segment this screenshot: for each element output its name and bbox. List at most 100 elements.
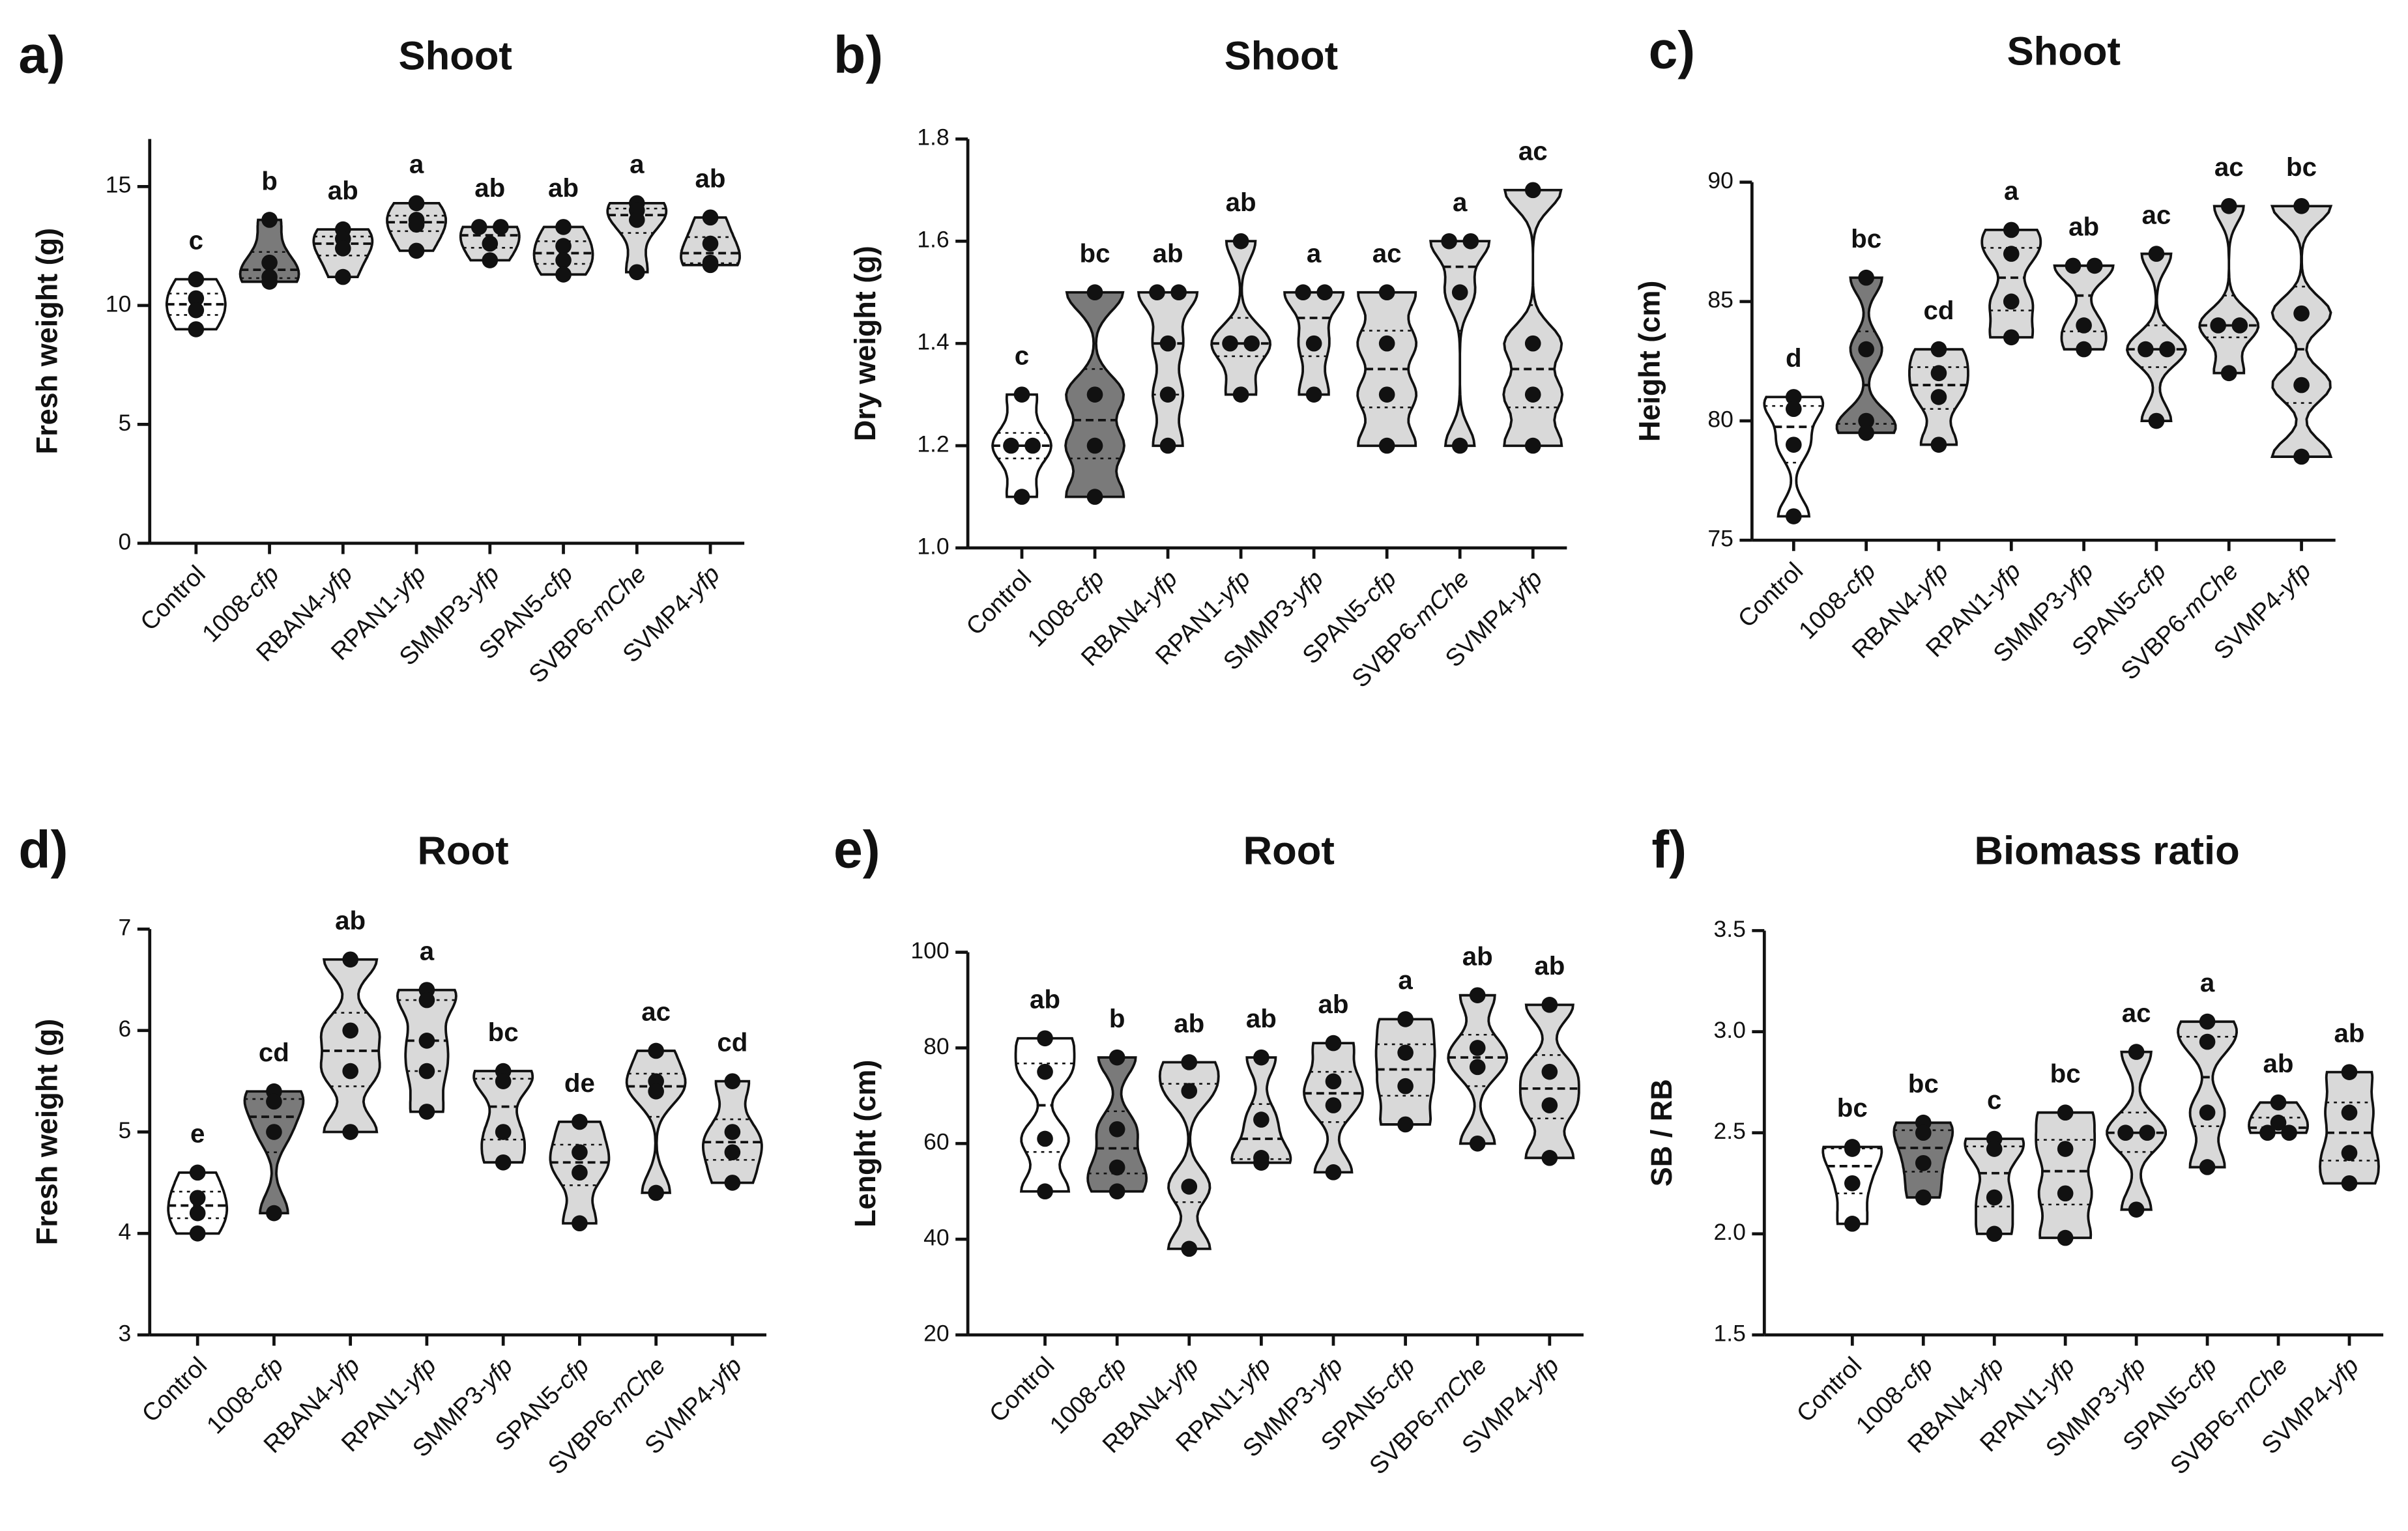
data-point (2293, 448, 2310, 465)
data-point (482, 252, 499, 268)
chart-title: Root (1243, 828, 1335, 873)
data-point (408, 195, 425, 212)
data-point (334, 240, 351, 257)
panel-label: e) (834, 820, 880, 879)
data-point (1003, 437, 1019, 454)
significance-letter: ab (548, 173, 579, 203)
data-point (2057, 1141, 2074, 1157)
data-point (1378, 284, 1395, 301)
data-point (2270, 1114, 2287, 1131)
data-point (724, 1073, 741, 1089)
data-point (1930, 365, 1947, 382)
data-point (342, 951, 358, 968)
panel-label: b) (834, 25, 883, 84)
data-point (1325, 1035, 1342, 1052)
data-point (1305, 386, 1322, 403)
data-point (408, 216, 425, 233)
data-point (572, 1215, 588, 1232)
data-point (1037, 1130, 1053, 1147)
data-point (1013, 386, 1030, 403)
data-point (1986, 1225, 2003, 1242)
data-point (495, 1073, 512, 1089)
data-point (1253, 1111, 1269, 1128)
violin (2053, 264, 2115, 351)
significance-letter: bc (488, 1018, 519, 1047)
data-point (1253, 1049, 1269, 1066)
data-point (2128, 1044, 2145, 1060)
violin (2125, 252, 2187, 422)
data-point (1109, 1183, 1125, 1200)
significance-letter: ac (641, 997, 671, 1027)
panel-label: d) (18, 820, 68, 879)
significance-letter: ab (2263, 1049, 2294, 1078)
chart-title: Root (417, 828, 508, 873)
significance-letter: ab (1462, 941, 1493, 971)
data-point (1109, 1049, 1125, 1066)
violin (1230, 1056, 1292, 1164)
significance-letter: cd (259, 1038, 289, 1067)
data-point (2231, 317, 2248, 334)
data-point (724, 1144, 741, 1161)
data-point (2293, 197, 2310, 214)
data-point (482, 235, 499, 252)
data-point (2139, 1124, 2156, 1141)
y-tick-label: 3.0 (1714, 1017, 1746, 1043)
significance-letter: bc (2050, 1059, 2081, 1088)
y-tick-label: 2.5 (1714, 1118, 1746, 1144)
significance-letter: ac (1518, 137, 1548, 166)
violin (1210, 240, 1272, 396)
data-point (342, 1022, 358, 1039)
data-point (1181, 1240, 1198, 1257)
significance-letter: ab (695, 164, 726, 193)
violin (239, 218, 300, 283)
data-point (2199, 1013, 2216, 1030)
significance-letter: ab (1534, 951, 1565, 980)
data-point (1524, 335, 1541, 352)
data-point (1541, 1063, 1558, 1080)
significance-letter: a (420, 936, 435, 966)
data-point (2341, 1175, 2358, 1192)
significance-letter: a (2200, 968, 2215, 997)
data-point (2138, 341, 2154, 358)
violin (606, 201, 668, 274)
violin (1374, 1018, 1436, 1126)
y-tick-label: 1.6 (917, 227, 949, 253)
data-point (2065, 257, 2082, 274)
data-point (628, 212, 645, 228)
data-point (2148, 246, 2165, 262)
data-point (1170, 284, 1187, 301)
data-point (1159, 335, 1176, 352)
data-point (471, 219, 487, 235)
data-point (2220, 197, 2237, 214)
y-tick-label: 3 (119, 1320, 132, 1346)
violin (1502, 188, 1564, 448)
data-point (1397, 1044, 1414, 1061)
data-point (266, 1205, 282, 1222)
data-point (261, 268, 278, 285)
significance-letter: c (1987, 1085, 2001, 1115)
data-point (1858, 412, 1874, 429)
data-point (188, 321, 205, 337)
data-point (1378, 386, 1395, 403)
violin (319, 958, 381, 1134)
data-point (1785, 508, 1802, 524)
data-point (261, 254, 278, 271)
y-tick-label: 80 (923, 1033, 950, 1059)
data-point (1541, 1097, 1558, 1113)
y-axis-label: Lenght (cm) (849, 1060, 882, 1227)
significance-letter: ab (2068, 212, 2099, 242)
data-point (1524, 182, 1541, 199)
significance-letter: ac (1372, 239, 1402, 268)
significance-letter: bc (1837, 1093, 1868, 1123)
significance-letter: ac (2214, 152, 2244, 182)
data-point (189, 1225, 206, 1242)
data-point (1844, 1175, 1861, 1192)
data-point (2076, 317, 2092, 334)
data-point (1013, 489, 1030, 505)
data-point (1785, 436, 1802, 453)
data-point (555, 238, 572, 254)
data-point (1232, 233, 1249, 250)
data-point (189, 1190, 206, 1207)
violin (1158, 1061, 1220, 1250)
data-point (628, 264, 645, 281)
